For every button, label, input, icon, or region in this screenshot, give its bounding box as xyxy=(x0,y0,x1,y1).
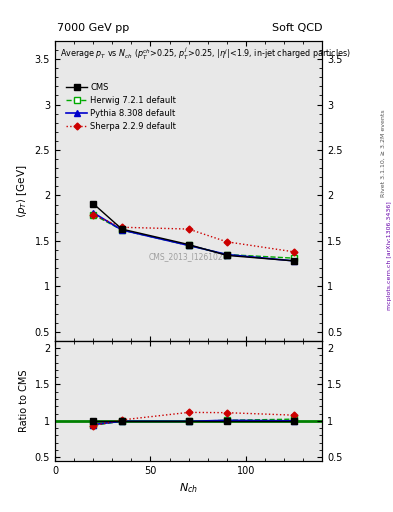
Text: mcplots.cern.ch [arXiv:1306.3436]: mcplots.cern.ch [arXiv:1306.3436] xyxy=(387,202,391,310)
Legend: CMS, Herwig 7.2.1 default, Pythia 8.308 default, Sherpa 2.2.9 default: CMS, Herwig 7.2.1 default, Pythia 8.308 … xyxy=(64,81,178,133)
Text: CMS_2013_I1261026: CMS_2013_I1261026 xyxy=(149,252,228,262)
Y-axis label: Ratio to CMS: Ratio to CMS xyxy=(19,370,29,432)
Y-axis label: $\langle p_T \rangle$ [GeV]: $\langle p_T \rangle$ [GeV] xyxy=(15,164,29,218)
Text: Average $p_T$ vs $N_{ch}$ ($p_T^{ch}$>0.25, $p_T^j$>0.25, $|\eta^j|$<1.9, in-jet: Average $p_T$ vs $N_{ch}$ ($p_T^{ch}$>0.… xyxy=(61,46,351,61)
Text: Rivet 3.1.10, ≥ 3.2M events: Rivet 3.1.10, ≥ 3.2M events xyxy=(381,110,386,198)
Text: Soft QCD: Soft QCD xyxy=(272,23,322,33)
X-axis label: $N_{ch}$: $N_{ch}$ xyxy=(179,481,198,495)
Text: 7000 GeV pp: 7000 GeV pp xyxy=(57,23,129,33)
